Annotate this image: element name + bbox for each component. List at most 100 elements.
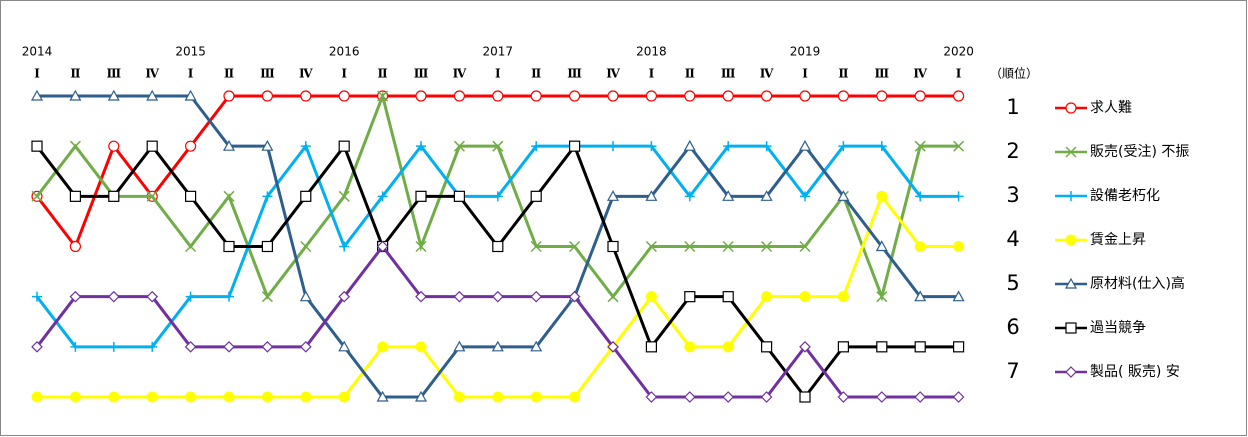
- marker: [492, 191, 503, 202]
- year-label: 2017: [483, 45, 514, 59]
- y-tick-label: 2: [1006, 139, 1019, 163]
- legend-label: 原材料(仕入)高: [1090, 275, 1185, 292]
- marker: [645, 341, 658, 353]
- marker: [876, 90, 888, 102]
- x-tick-label: Ⅰ: [495, 67, 501, 81]
- marker: [914, 90, 926, 102]
- marker: [684, 90, 696, 102]
- marker: [338, 90, 350, 102]
- x-tick-label: Ⅰ: [188, 67, 194, 81]
- marker: [146, 290, 159, 303]
- marker: [607, 240, 619, 253]
- legend-marker: [1065, 322, 1077, 334]
- marker: [107, 89, 120, 101]
- x-tick-label: Ⅱ: [531, 67, 541, 81]
- x-tick-label: Ⅳ: [760, 67, 774, 81]
- marker: [338, 340, 351, 352]
- marker: [914, 341, 926, 353]
- marker: [300, 190, 312, 202]
- marker: [799, 240, 811, 253]
- y-tick-label: 6: [1006, 315, 1019, 339]
- marker: [914, 241, 926, 252]
- marker: [69, 391, 81, 403]
- marker: [492, 140, 504, 152]
- marker: [185, 240, 197, 253]
- marker: [377, 191, 388, 202]
- marker: [492, 240, 504, 253]
- marker: [32, 291, 42, 302]
- marker: [453, 190, 465, 202]
- marker: [568, 290, 581, 303]
- marker: [645, 391, 658, 403]
- x-tick-label: Ⅲ: [106, 67, 121, 81]
- marker: [876, 190, 888, 202]
- marker: [722, 291, 734, 303]
- legend-marker: [1066, 191, 1076, 201]
- x-tick-label: Ⅲ: [260, 67, 275, 81]
- x-tick-label: Ⅱ: [838, 67, 848, 81]
- marker: [300, 141, 311, 152]
- marker: [299, 340, 312, 353]
- marker: [69, 190, 82, 202]
- marker: [761, 291, 773, 303]
- x-tick-label: Ⅳ: [453, 67, 467, 81]
- marker: [223, 391, 235, 403]
- marker: [146, 190, 158, 202]
- marker: [569, 391, 581, 403]
- marker: [453, 391, 465, 403]
- marker: [915, 191, 926, 202]
- marker: [261, 291, 273, 303]
- marker: [453, 140, 465, 152]
- marker: [108, 391, 120, 403]
- marker: [300, 240, 312, 253]
- marker: [69, 89, 82, 101]
- marker: [491, 290, 504, 303]
- marker: [837, 391, 850, 403]
- legend-label: 製品( 販売) 安: [1090, 364, 1180, 380]
- marker: [799, 291, 811, 303]
- x-tick-label: Ⅰ: [802, 67, 808, 81]
- marker: [608, 141, 618, 152]
- marker: [69, 290, 82, 303]
- marker: [299, 290, 312, 302]
- marker: [146, 391, 158, 403]
- marker: [376, 390, 389, 402]
- marker: [224, 291, 234, 302]
- marker: [376, 240, 389, 253]
- marker: [530, 240, 542, 253]
- x-tick-label: Ⅰ: [341, 67, 347, 81]
- legend-marker: [1065, 102, 1077, 114]
- marker: [261, 90, 273, 102]
- legend-label: 設備老朽化: [1090, 188, 1160, 204]
- x-tick-label: Ⅰ: [34, 67, 40, 81]
- year-label: 2014: [22, 45, 53, 59]
- marker: [953, 241, 965, 252]
- marker: [722, 190, 735, 201]
- marker: [31, 391, 43, 403]
- series: [31, 140, 965, 403]
- marker: [799, 391, 811, 403]
- legend-marker: [1064, 277, 1078, 289]
- marker: [223, 340, 235, 353]
- marker: [875, 391, 888, 403]
- x-tick-label: Ⅲ: [414, 67, 429, 81]
- marker: [453, 90, 465, 102]
- marker: [223, 90, 235, 102]
- marker: [645, 291, 657, 303]
- y-tick-label: 1: [1006, 95, 1019, 119]
- marker: [377, 341, 389, 353]
- legend-label: 過当競争: [1090, 320, 1146, 336]
- marker: [798, 139, 812, 151]
- marker: [530, 340, 543, 352]
- marker: [568, 140, 581, 152]
- marker: [261, 340, 274, 353]
- marker: [722, 341, 734, 353]
- marker: [722, 90, 734, 102]
- marker: [377, 90, 389, 102]
- marker: [799, 340, 811, 353]
- marker: [415, 190, 427, 202]
- y-tick-label: 4: [1006, 227, 1019, 251]
- x-tick-label: Ⅳ: [145, 67, 159, 81]
- marker: [837, 341, 850, 353]
- marker: [645, 90, 658, 102]
